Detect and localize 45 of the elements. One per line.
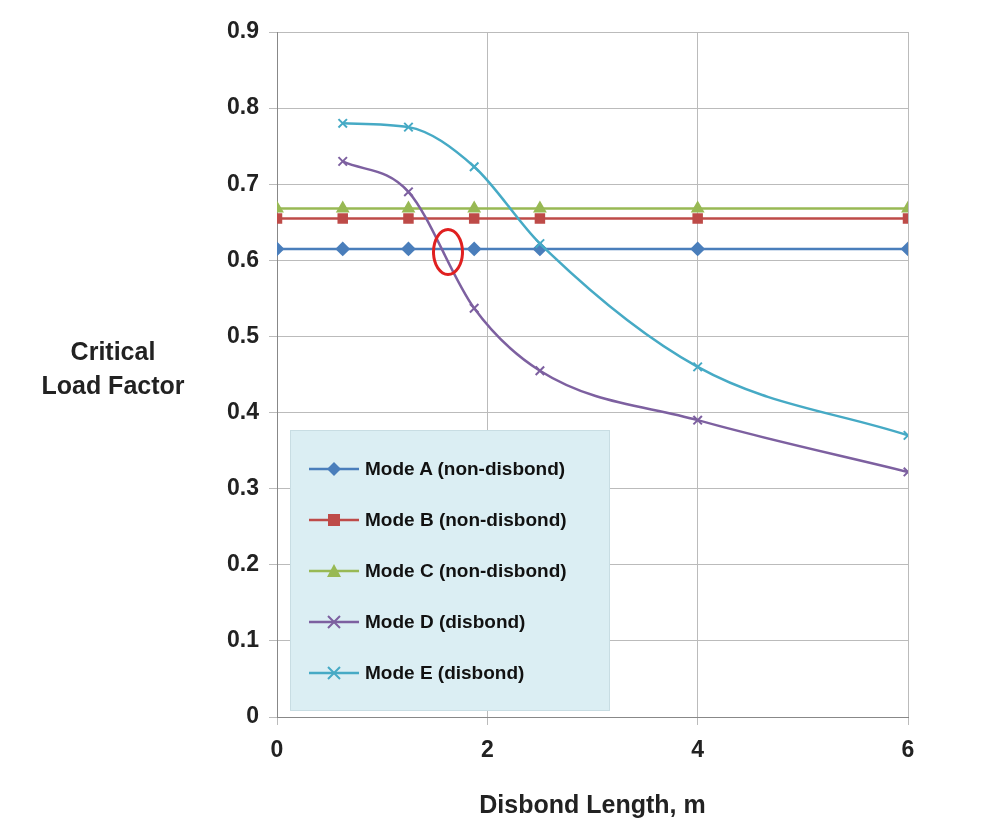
legend-label: Mode C (non-disbond) [365,559,567,582]
point [403,213,414,224]
point [692,414,703,426]
point [468,161,480,172]
point [692,361,703,373]
point [533,201,547,213]
point [335,241,350,256]
point [337,156,348,167]
y-tick-label: 0 [246,702,259,729]
y-tick-label: 0.2 [227,550,259,577]
point [467,241,482,256]
point [403,186,414,198]
point [336,201,349,213]
point [534,365,546,376]
x-tick-label: 6 [901,736,915,763]
legend-label: Mode D (disbond) [365,610,526,633]
x-axis-title: Disbond Length, m [478,790,707,819]
point [691,201,704,213]
point [402,201,415,213]
legend-label: Mode A (non-disbond) [365,457,566,480]
x-tick-label: 4 [691,736,705,763]
y-tick-label: 0.9 [227,17,259,44]
y-tick-label: 0.1 [227,626,260,653]
y-axis-title: Critical Load Factor [40,336,186,401]
y-tick-label: 0.4 [227,397,260,424]
y-tick-label: 0.6 [227,245,259,272]
point [534,238,546,249]
y-tick-label: 0.7 [227,169,259,196]
point [403,121,414,133]
x-tick-label: 0 [270,736,284,763]
legend-label: Mode E (disbond) [365,661,525,684]
point [337,213,348,224]
point [468,303,480,314]
point [468,213,480,224]
y-tick-label: 0.5 [227,321,260,348]
point [690,241,705,256]
y-tick-label: 0.3 [227,474,259,501]
point [337,118,348,129]
legend-label: Mode B (non-disbond) [365,508,567,531]
point [401,241,416,256]
point [467,201,481,213]
y-tick-label: 0.8 [227,93,260,120]
x-tick-label: 2 [480,736,494,763]
point [692,213,703,224]
point [534,213,546,224]
